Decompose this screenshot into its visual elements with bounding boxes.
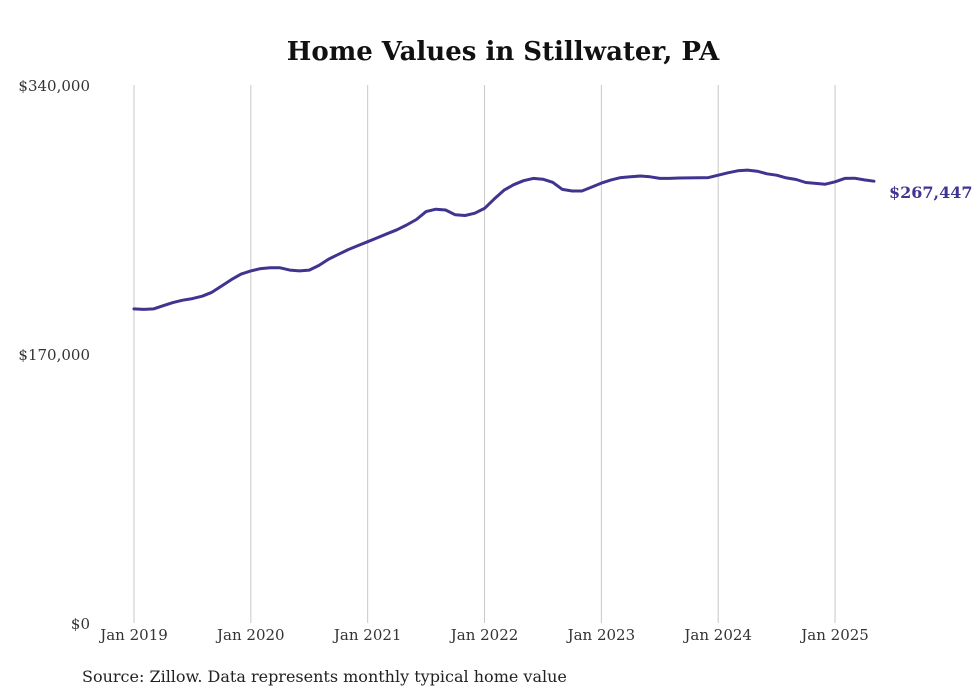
x-tick-label: Jan 2025	[799, 626, 869, 644]
x-tick-label: Jan 2021	[332, 626, 402, 644]
series-line	[132, 168, 876, 311]
end-value-label: $267,447	[889, 183, 973, 202]
y-tick-label: $0	[71, 615, 90, 633]
x-axis-ticks: Jan 2019 Jan 2020 Jan 2021 Jan 2022 Jan 2023…	[98, 626, 869, 644]
x-tick-label: Jan 2019	[98, 626, 168, 644]
gridlines	[133, 85, 836, 623]
y-axis-ticks: $340,000 $170,000 $0	[18, 77, 90, 633]
x-tick-label: Jan 2024	[682, 626, 752, 644]
y-tick-label: $340,000	[18, 77, 90, 95]
x-tick-label: Jan 2020	[215, 626, 285, 644]
x-tick-label: Jan 2023	[566, 626, 636, 644]
source-note: Source: Zillow. Data represents monthly …	[82, 667, 567, 686]
y-tick-label: $170,000	[18, 346, 90, 364]
x-tick-label: Jan 2022	[449, 626, 519, 644]
chart-title: Home Values in Stillwater, PA	[287, 37, 720, 67]
